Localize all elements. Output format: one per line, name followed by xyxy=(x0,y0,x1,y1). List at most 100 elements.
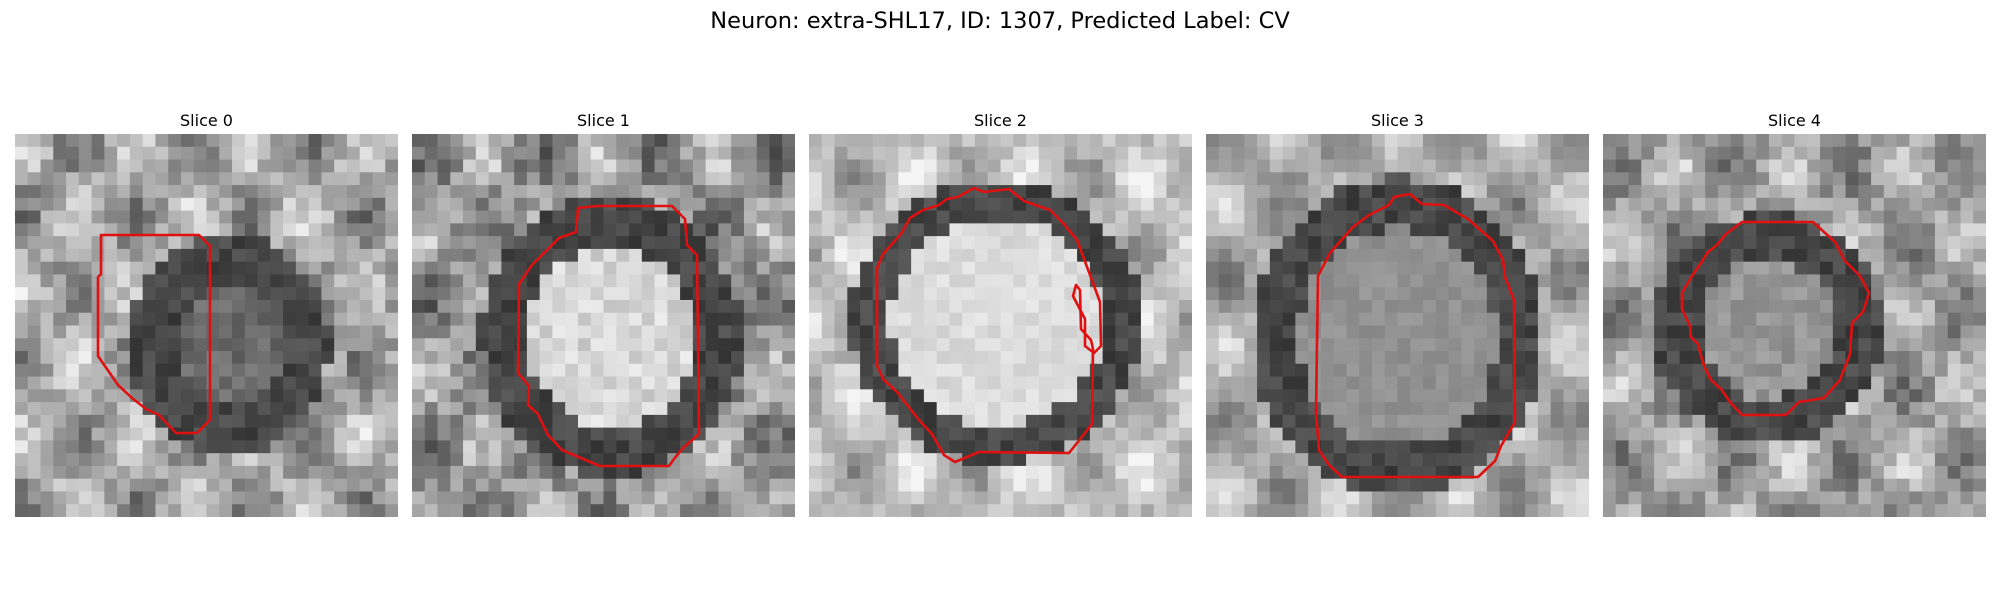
em-pixel xyxy=(1423,453,1437,467)
em-pixel xyxy=(577,465,592,480)
em-pixel xyxy=(1896,440,1910,454)
em-pixel xyxy=(1781,453,1796,467)
em-pixel xyxy=(1038,261,1053,276)
em-pixel xyxy=(1576,172,1589,186)
em-pixel xyxy=(1576,389,1589,403)
em-pixel xyxy=(1666,312,1681,327)
em-pixel xyxy=(155,210,169,224)
em-pixel xyxy=(834,389,848,403)
em-pixel xyxy=(885,248,899,263)
em-pixel xyxy=(1038,248,1053,263)
em-pixel xyxy=(1410,248,1424,263)
em-pixel xyxy=(1615,478,1630,493)
em-pixel xyxy=(1603,376,1617,390)
em-pixel xyxy=(1231,414,1245,429)
em-pixel xyxy=(1051,146,1065,161)
em-pixel xyxy=(1973,159,1986,173)
em-pixel xyxy=(809,440,823,454)
em-pixel xyxy=(219,185,233,199)
em-pixel xyxy=(1153,197,1168,212)
em-pixel xyxy=(1512,465,1526,480)
em-pixel xyxy=(1845,197,1859,212)
em-pixel xyxy=(15,363,29,378)
em-pixel xyxy=(923,414,938,429)
em-pixel xyxy=(206,402,220,416)
em-pixel xyxy=(1717,491,1732,505)
em-pixel xyxy=(860,146,874,161)
em-pixel xyxy=(680,427,694,441)
em-pixel xyxy=(1486,389,1501,403)
em-pixel xyxy=(1550,299,1565,314)
em-pixel xyxy=(1654,210,1668,224)
em-pixel xyxy=(565,172,579,186)
em-pixel xyxy=(692,491,707,505)
em-pixel xyxy=(1717,248,1732,263)
em-pixel xyxy=(962,274,976,288)
em-pixel xyxy=(1089,465,1104,480)
em-pixel xyxy=(1871,299,1885,314)
em-pixel xyxy=(1871,236,1885,250)
em-pixel xyxy=(552,491,566,505)
em-pixel xyxy=(782,159,795,173)
em-pixel xyxy=(552,465,566,480)
em-pixel xyxy=(1820,223,1834,237)
em-pixel xyxy=(1934,491,1949,505)
em-pixel xyxy=(552,134,566,148)
em-pixel xyxy=(78,134,93,148)
em-pixel xyxy=(1909,299,1923,314)
em-pixel xyxy=(821,146,836,161)
em-pixel xyxy=(731,338,745,352)
em-pixel xyxy=(193,185,208,199)
em-pixel xyxy=(1282,402,1296,416)
em-pixel xyxy=(1384,134,1399,148)
em-pixel xyxy=(232,478,246,493)
em-pixel xyxy=(1474,325,1488,339)
em-pixel-grid xyxy=(412,134,795,517)
em-pixel xyxy=(1231,223,1245,237)
em-pixel xyxy=(1909,172,1923,186)
em-pixel xyxy=(1089,261,1104,276)
em-pixel xyxy=(911,248,925,263)
em-pixel xyxy=(1128,351,1142,365)
em-pixel xyxy=(1563,274,1577,288)
em-pixel xyxy=(1295,504,1309,517)
em-pixel xyxy=(129,236,144,250)
em-pixel xyxy=(1666,414,1681,429)
em-pixel xyxy=(756,504,771,517)
em-pixel xyxy=(1257,210,1271,224)
em-pixel xyxy=(1679,261,1693,276)
em-pixel xyxy=(346,146,361,161)
em-pixel xyxy=(1550,325,1565,339)
em-pixel xyxy=(680,248,694,263)
em-pixel xyxy=(680,146,694,161)
em-pixel xyxy=(359,491,374,505)
em-pixel xyxy=(1153,363,1168,378)
em-pixel xyxy=(232,134,246,148)
em-pixel xyxy=(91,223,105,237)
em-pixel xyxy=(1051,389,1065,403)
em-pixel xyxy=(1615,325,1630,339)
em-pixel xyxy=(1768,376,1783,390)
em-pixel xyxy=(475,299,490,314)
em-pixel xyxy=(129,274,144,288)
em-pixel xyxy=(1537,465,1552,480)
em-pixel xyxy=(1705,338,1719,352)
em-pixel xyxy=(1206,376,1220,390)
em-pixel xyxy=(1013,261,1027,276)
em-pixel xyxy=(1794,236,1808,250)
em-pixel xyxy=(1346,248,1360,263)
em-pixel xyxy=(1807,414,1821,429)
em-pixel xyxy=(1871,338,1885,352)
em-pixel xyxy=(1960,274,1974,288)
em-pixel xyxy=(1128,261,1142,276)
em-pixel xyxy=(923,172,938,186)
em-pixel xyxy=(475,185,490,199)
em-pixel xyxy=(385,274,398,288)
em-pixel xyxy=(463,159,477,173)
em-pixel xyxy=(590,261,605,276)
em-pixel xyxy=(321,197,335,212)
em-pixel xyxy=(244,223,259,237)
em-pixel xyxy=(1896,159,1910,173)
em-pixel xyxy=(514,440,528,454)
em-pixel xyxy=(1832,465,1847,480)
